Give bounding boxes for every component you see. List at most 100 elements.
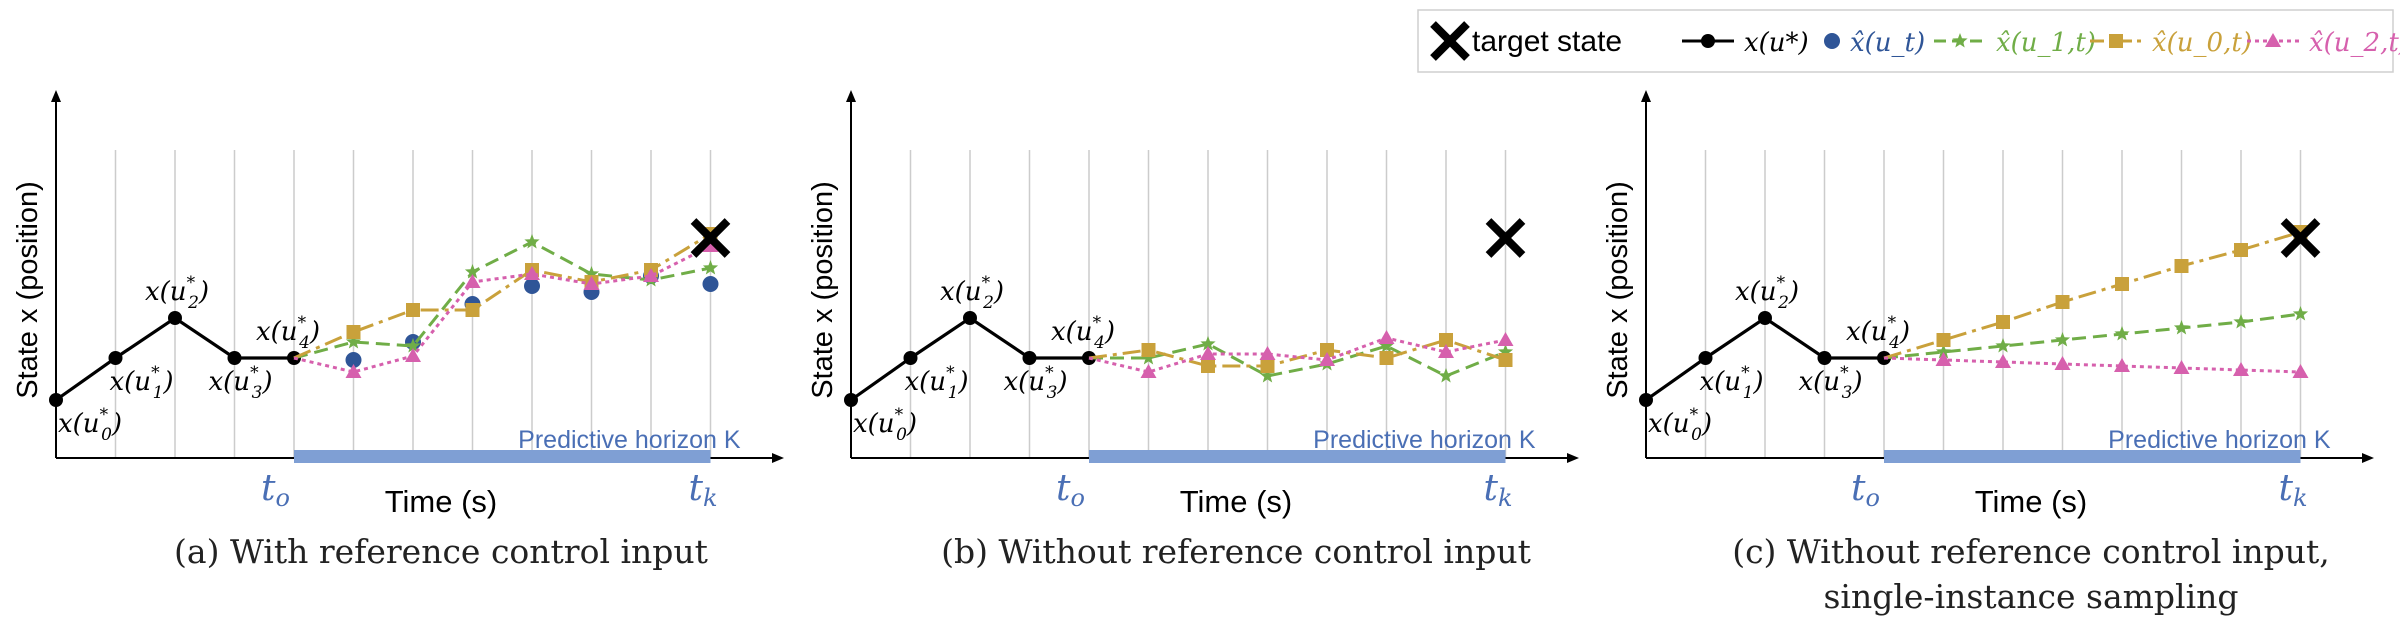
series bbox=[293, 238, 719, 378]
legend-label: x̂(u_1,t) bbox=[1996, 28, 2096, 58]
series-point bbox=[2173, 360, 2190, 374]
target-marker bbox=[1485, 218, 1526, 258]
target-marker bbox=[2280, 218, 2321, 258]
series bbox=[1883, 306, 2309, 360]
series-point bbox=[702, 276, 719, 292]
series-point bbox=[1259, 368, 1276, 383]
legend-item: x̂(u_1,t) bbox=[1934, 28, 2096, 58]
horizon-bar bbox=[1089, 450, 1506, 463]
t-end-label: tk bbox=[689, 468, 718, 512]
series-point bbox=[1260, 359, 1275, 373]
series-point bbox=[346, 325, 361, 339]
panel-b: State x (position) Time (s) Predictive hor… bbox=[807, 90, 1579, 571]
y-axis-arrow bbox=[846, 90, 856, 102]
legend-item: x̂(u_t) bbox=[1824, 28, 1925, 58]
series-line bbox=[1883, 230, 2301, 360]
series-point bbox=[2115, 277, 2129, 291]
reference-point bbox=[227, 351, 242, 365]
legend-label: target state bbox=[1472, 25, 1622, 58]
horizon-label: Predictive horizon K bbox=[518, 426, 741, 454]
legend-box bbox=[1417, 9, 2394, 73]
series-point bbox=[1200, 346, 1216, 360]
series bbox=[1089, 336, 1514, 383]
y-axis-label: State x (position) bbox=[1602, 181, 1634, 399]
series-point bbox=[2233, 362, 2249, 376]
series-point bbox=[2114, 358, 2130, 372]
series-point bbox=[524, 266, 540, 280]
series-point bbox=[1439, 333, 1453, 347]
series bbox=[293, 234, 719, 360]
ref-point-label: x(u* 4) bbox=[256, 313, 320, 353]
legend-marker bbox=[1701, 34, 1715, 48]
legend-marker bbox=[1824, 33, 1840, 49]
series-point bbox=[2054, 356, 2071, 370]
t-start-label: to bbox=[261, 468, 290, 512]
ref-point-label: x(u* 2) bbox=[940, 273, 1004, 313]
series-point bbox=[2292, 306, 2309, 321]
series-point bbox=[702, 238, 719, 252]
series-point bbox=[345, 364, 362, 378]
series bbox=[1883, 352, 2309, 378]
series bbox=[1088, 333, 1513, 373]
series-point bbox=[583, 276, 600, 290]
series-point bbox=[524, 234, 540, 249]
series-point bbox=[2174, 259, 2189, 273]
ref-point-label: x(u* 0) bbox=[1648, 405, 1712, 445]
ref-point-label: x(u* 3) bbox=[209, 363, 273, 403]
series bbox=[293, 227, 718, 360]
series-point bbox=[1378, 330, 1395, 344]
ref-point-label: x(u* 1) bbox=[110, 363, 174, 403]
legend-label: x̂(u_0,t) bbox=[2152, 28, 2252, 58]
series-point bbox=[345, 334, 362, 349]
y-axis-arrow bbox=[51, 90, 61, 102]
horizon-bar bbox=[1884, 450, 2301, 463]
series-point bbox=[405, 348, 421, 362]
series-point bbox=[1140, 364, 1157, 378]
series-point bbox=[524, 278, 540, 294]
reference-point bbox=[1698, 351, 1713, 365]
legend-item: x̂(u_2,t) bbox=[2247, 28, 2400, 58]
series-point bbox=[1438, 368, 1454, 383]
series-point bbox=[702, 260, 719, 275]
series-line bbox=[293, 232, 712, 360]
series-point bbox=[1140, 350, 1157, 365]
series-line bbox=[1088, 338, 1506, 368]
series-point bbox=[1379, 351, 1394, 365]
y-axis-arrow bbox=[1641, 90, 1651, 102]
legend: target state x(u*) x̂(u_t) x̂(u_1,t) x̂(u_0,… bbox=[1417, 9, 2400, 73]
series-point bbox=[2173, 320, 2190, 335]
series-point bbox=[2233, 314, 2249, 329]
series-point bbox=[2114, 326, 2130, 341]
series-point bbox=[1935, 352, 1952, 366]
legend-target-icon bbox=[1430, 21, 1470, 61]
x-axis-label: Time (s) bbox=[1180, 484, 1293, 519]
series-line bbox=[293, 240, 711, 360]
series-point bbox=[1259, 346, 1276, 360]
reference-point bbox=[1758, 311, 1772, 325]
series-point bbox=[1320, 343, 1334, 357]
series-point bbox=[2055, 295, 2070, 309]
panel-a: State x (position) Time (s) Predictive hor… bbox=[12, 90, 784, 571]
reference-point bbox=[108, 351, 123, 365]
reference-point bbox=[1817, 351, 1832, 365]
series-point bbox=[1141, 343, 1156, 357]
ref-point-label: x(u* 3) bbox=[1004, 363, 1068, 403]
legend-item: x̂(u_0,t) bbox=[2090, 28, 2252, 58]
series-point bbox=[1497, 344, 1514, 359]
t-start-label: to bbox=[1851, 468, 1880, 512]
t-end-label: tk bbox=[1484, 468, 1513, 512]
ref-point-label: x(u* 2) bbox=[1735, 273, 1799, 313]
caption: single-instance sampling bbox=[1823, 577, 2238, 616]
series-point bbox=[2234, 243, 2248, 257]
series-point bbox=[465, 303, 480, 317]
legend-marker bbox=[1952, 33, 1968, 48]
cross-stroke-b bbox=[1430, 21, 1470, 61]
ref-point-label: x(u* 3) bbox=[1799, 363, 1863, 403]
x-axis-arrow bbox=[2362, 453, 2374, 463]
ref-point-label: x(u* 1) bbox=[1700, 363, 1764, 403]
legend-label: x̂(u_2,t) bbox=[2309, 28, 2400, 58]
series-point bbox=[1996, 315, 2010, 329]
panel-c: State x (position) Time (s) Predictive hor… bbox=[1602, 90, 2374, 616]
caption: (a) With reference control input bbox=[174, 532, 708, 571]
